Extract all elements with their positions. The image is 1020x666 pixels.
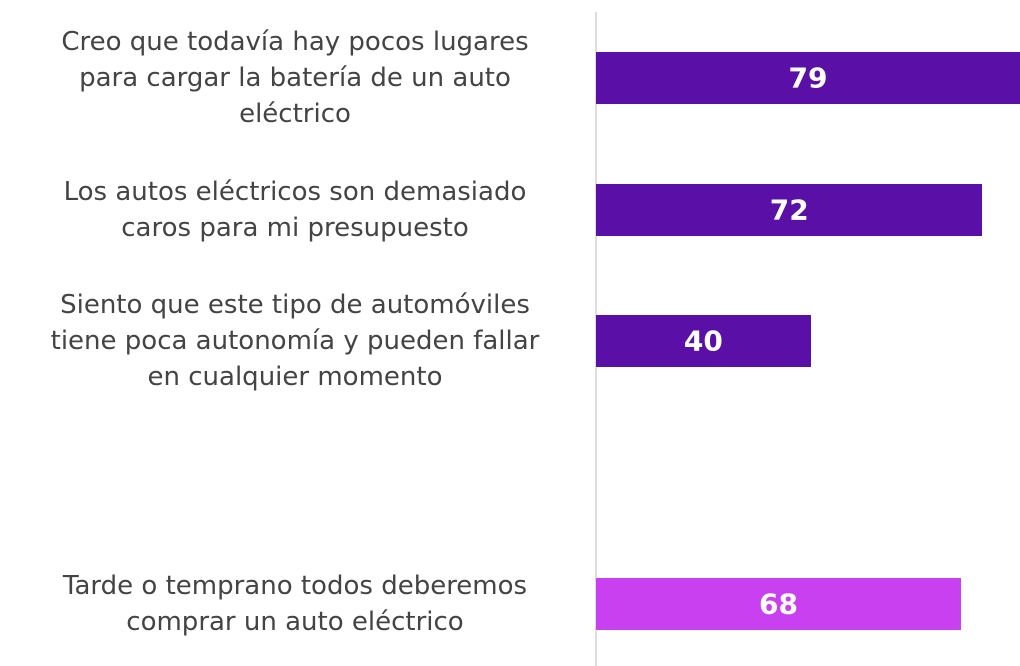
value-label: 72 bbox=[769, 193, 809, 226]
bar bbox=[596, 578, 961, 630]
category-label: Los autos eléctricos son demasiado caros… bbox=[63, 176, 527, 243]
category-label: Siento que este tipo de automóviles tien… bbox=[50, 290, 540, 392]
value-label: 40 bbox=[683, 324, 723, 358]
bar bbox=[596, 183, 983, 236]
category-label: Creo que todavía hay pocos lugares para … bbox=[61, 27, 529, 129]
bar bbox=[596, 52, 1020, 104]
bar bbox=[596, 315, 811, 367]
value-label: 79 bbox=[788, 61, 828, 95]
category-label: Tarde o temprano todos deberemos comprar… bbox=[62, 571, 528, 637]
value-label: 68 bbox=[758, 587, 798, 621]
